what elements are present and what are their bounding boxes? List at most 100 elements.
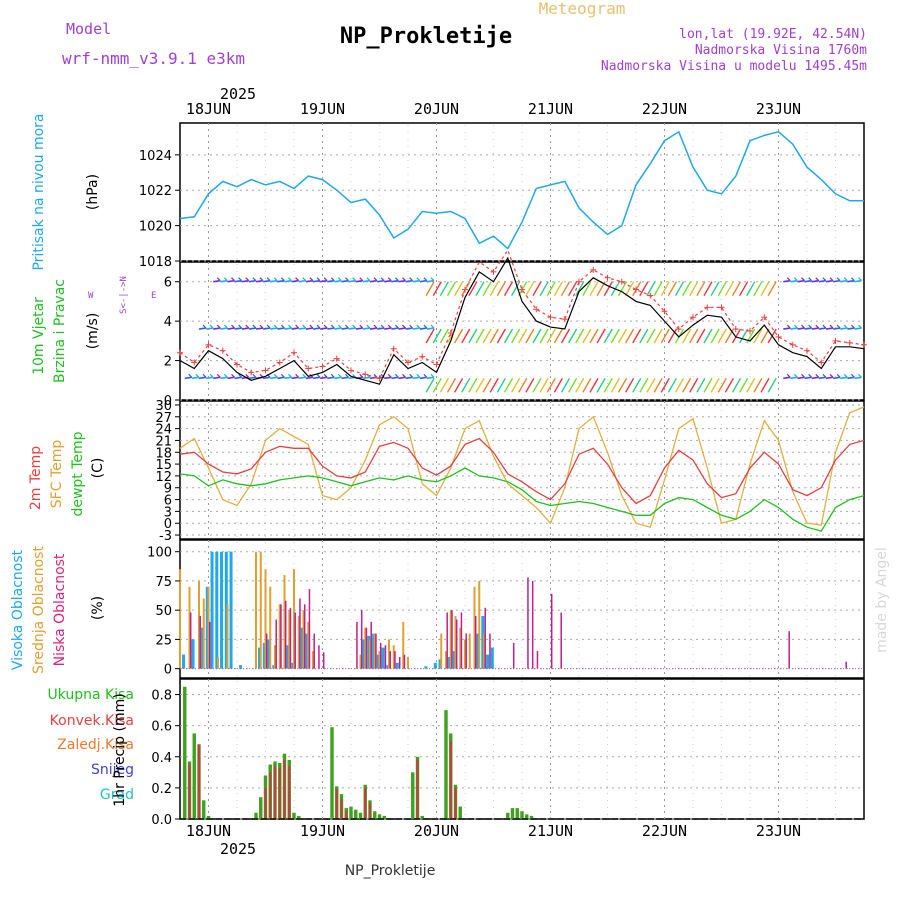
wind-barb-head [216, 373, 221, 378]
y-tick-label: 0.8 [151, 689, 172, 704]
wind-barb [305, 279, 313, 283]
wind-barb [731, 281, 742, 297]
low-cloud-bar [560, 612, 562, 669]
wind-barb [320, 376, 328, 380]
mid-cloud-bar [217, 656, 219, 669]
wind-barb [284, 327, 292, 330]
wind-barb [539, 328, 549, 344]
wind-barb-head [416, 277, 421, 282]
total-precip-bar [349, 806, 353, 819]
wind-title-line1: 10m Vjetar [31, 297, 47, 375]
wind-barb [818, 376, 826, 380]
wind-barb [632, 377, 642, 393]
wind-barb [639, 377, 649, 393]
wind-barb [454, 328, 464, 344]
total-precip-bar [420, 815, 424, 819]
mid-cloud-bar [359, 654, 362, 669]
wind-barb [432, 281, 442, 297]
wind-barb [475, 377, 485, 393]
wind-unit: (m/s) [85, 313, 101, 350]
low-cloud-bar [289, 607, 292, 669]
wind-barb [341, 376, 349, 380]
wind-barb-head [330, 277, 335, 282]
wind-barb [482, 328, 492, 344]
dewpoint-line [179, 467, 865, 532]
total-precip-bar [411, 772, 415, 819]
cloud-title-mid: Srednja Oblacnost [31, 546, 47, 674]
top-day-label: 21JUN [528, 100, 573, 118]
low-cloud-bar [322, 652, 325, 669]
wind-barb [525, 377, 535, 393]
bottom-day-label: 22JUN [642, 822, 687, 840]
mid-cloud-bar [388, 639, 390, 669]
high-cloud-bar [272, 665, 276, 669]
wind-barb [334, 376, 342, 380]
wind-barb [804, 327, 812, 330]
low-cloud-bar [465, 633, 467, 669]
high-cloud-bar [205, 586, 209, 669]
y-tick-label: 4 [164, 315, 172, 330]
wind-barb-head [302, 277, 307, 282]
precip-axis-label: 1hr Precip (mm) [112, 693, 128, 806]
wind-barb-head [423, 373, 428, 378]
wind-barb [220, 376, 228, 380]
convective-precip-bar [340, 798, 343, 819]
wind-barb [739, 328, 749, 344]
wind-barb-head [309, 277, 314, 282]
wind-barb [291, 327, 299, 330]
wind-barb [419, 327, 427, 330]
cloud-title-high: Visoka Oblacnost [10, 549, 26, 670]
mid-cloud-bar [302, 610, 305, 669]
wind-barb-head [829, 373, 834, 378]
high-cloud-bar [286, 645, 290, 669]
high-cloud-bar [367, 635, 371, 669]
wind-barb-head [850, 373, 855, 378]
mid-cloud-bar [402, 621, 405, 669]
total-precip-bar [254, 812, 258, 819]
y-tick-label: 0.2 [151, 782, 172, 797]
high-cloud-bar [481, 616, 485, 669]
wind-barb-head [295, 277, 300, 282]
wind-barb [660, 377, 670, 393]
high-cloud-bar [258, 647, 262, 669]
total-precip-bar [202, 800, 206, 819]
total-precip-bar [515, 808, 519, 819]
wind-barb [284, 376, 292, 380]
mid-cloud-bar [198, 580, 200, 669]
total-precip-bar [520, 811, 524, 819]
wind-barb [797, 376, 805, 380]
wind-barb-head [309, 324, 314, 329]
wind-barb-head [273, 277, 278, 282]
lonlat-info: lon,lat (19.92E, 42.54N) [679, 27, 867, 42]
wind-barb-head [202, 373, 207, 378]
wind-compass-ns: S<-|->N [119, 276, 129, 314]
wind-barb [384, 279, 392, 283]
high-cloud-bar [486, 654, 490, 669]
y-tick-label: 1018 [139, 255, 172, 270]
convective-precip-bar [197, 744, 201, 819]
wind-barb [589, 281, 599, 297]
wind-barb [248, 376, 256, 380]
wind-barb [206, 281, 213, 282]
wind-barb [220, 279, 228, 283]
high-cloud-bar [239, 665, 243, 669]
temp-title-dewpt: dewpt Temp [70, 431, 86, 516]
wind-barb-head [786, 373, 791, 378]
wind-barb [603, 377, 613, 393]
wind-barb [804, 279, 812, 283]
wind-barb-head [822, 324, 827, 329]
mid-cloud-bar [440, 633, 443, 669]
wind-barb [689, 328, 699, 344]
wind-barb [632, 328, 642, 344]
temperature-panel-frame [179, 400, 865, 540]
high-cloud-bar [476, 633, 480, 669]
wind-barb-head [409, 324, 414, 329]
y-tick-label: 27 [155, 411, 172, 426]
wind-barb [305, 376, 313, 380]
low-cloud-bar [280, 604, 282, 669]
wind-barb-head [836, 373, 841, 378]
convective-precip-bar [283, 759, 286, 819]
wind-barb [589, 377, 599, 393]
wind-barb [532, 328, 542, 344]
wind-barb-head [359, 373, 364, 378]
